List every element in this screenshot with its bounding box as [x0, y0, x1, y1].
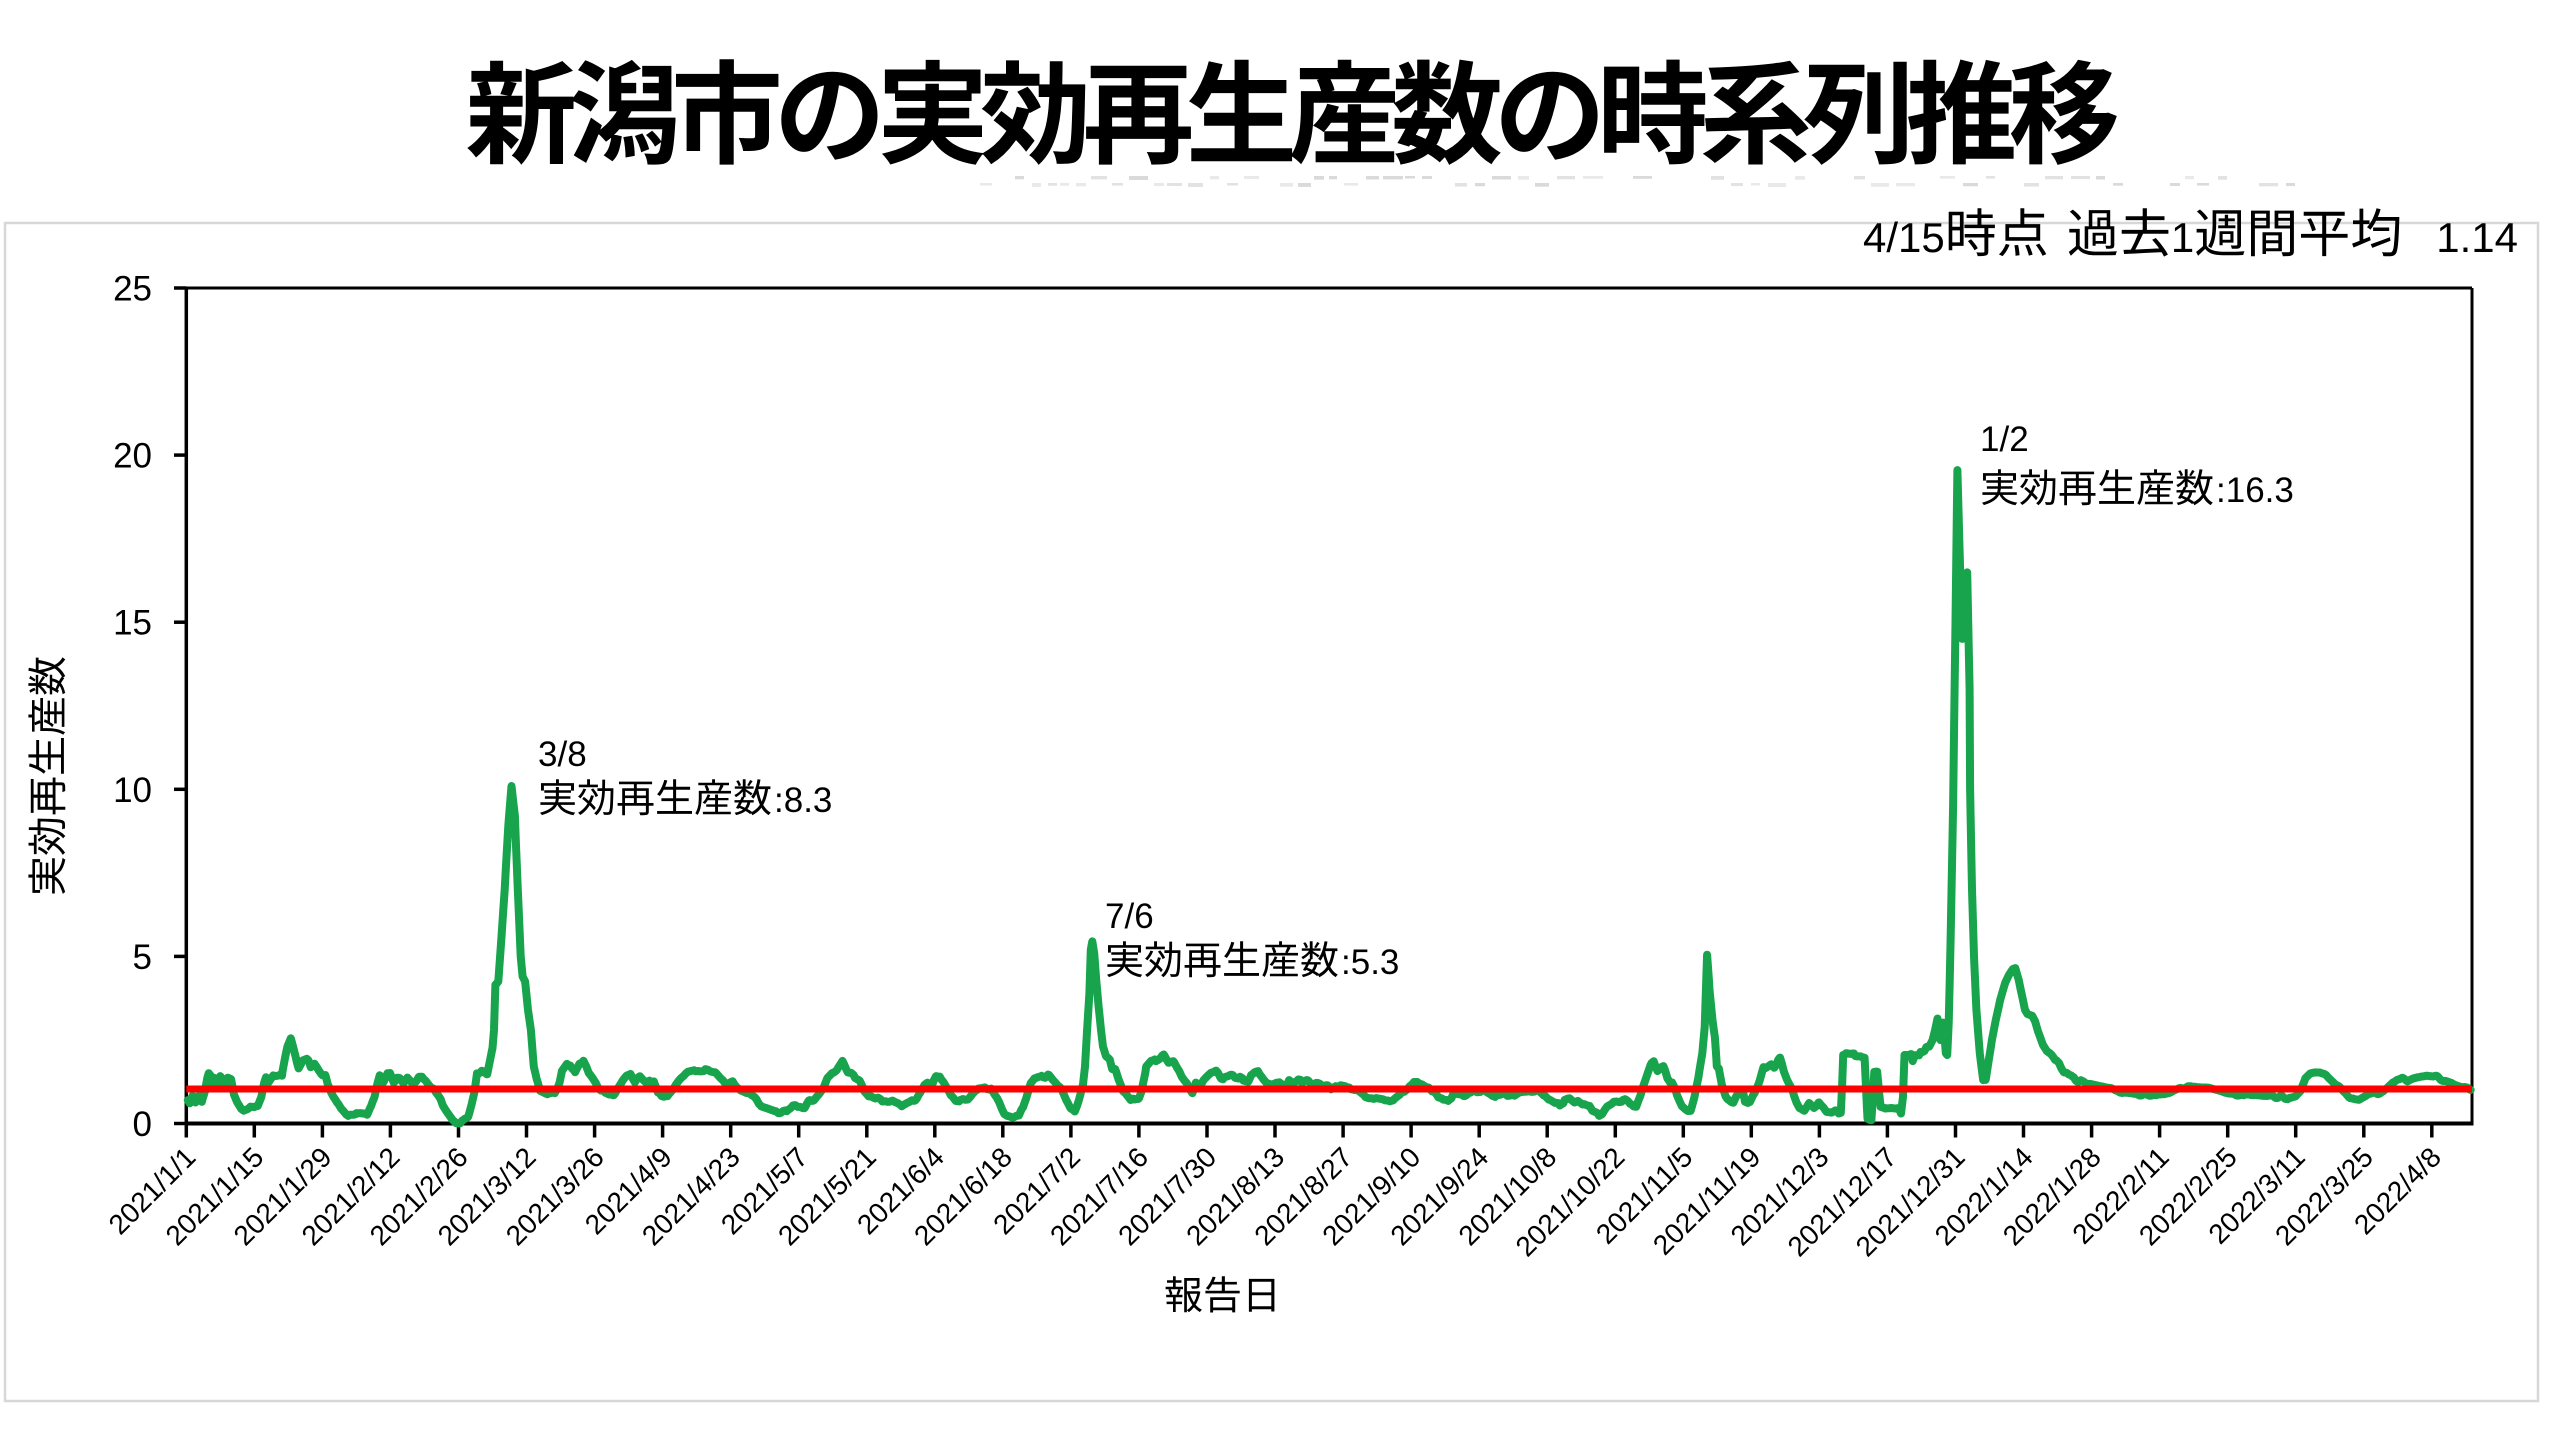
svg-text:1: 1 [2171, 214, 2194, 261]
svg-text::16.3: :16.3 [2216, 471, 2294, 510]
svg-text:4/15: 4/15 [1863, 214, 1945, 261]
svg-text:20: 20 [113, 437, 152, 476]
svg-text:0: 0 [133, 1105, 152, 1144]
svg-text:25: 25 [113, 270, 152, 309]
svg-text::5.3: :5.3 [1341, 943, 1399, 982]
svg-text:1/2: 1/2 [1980, 420, 2029, 459]
svg-text:10: 10 [113, 771, 152, 810]
svg-text:3/8: 3/8 [538, 735, 587, 774]
svg-text:5: 5 [133, 938, 152, 977]
svg-text:15: 15 [113, 604, 152, 643]
svg-text:1.14: 1.14 [2436, 214, 2518, 261]
svg-text:7/6: 7/6 [1105, 897, 1154, 936]
svg-text::8.3: :8.3 [774, 781, 832, 820]
